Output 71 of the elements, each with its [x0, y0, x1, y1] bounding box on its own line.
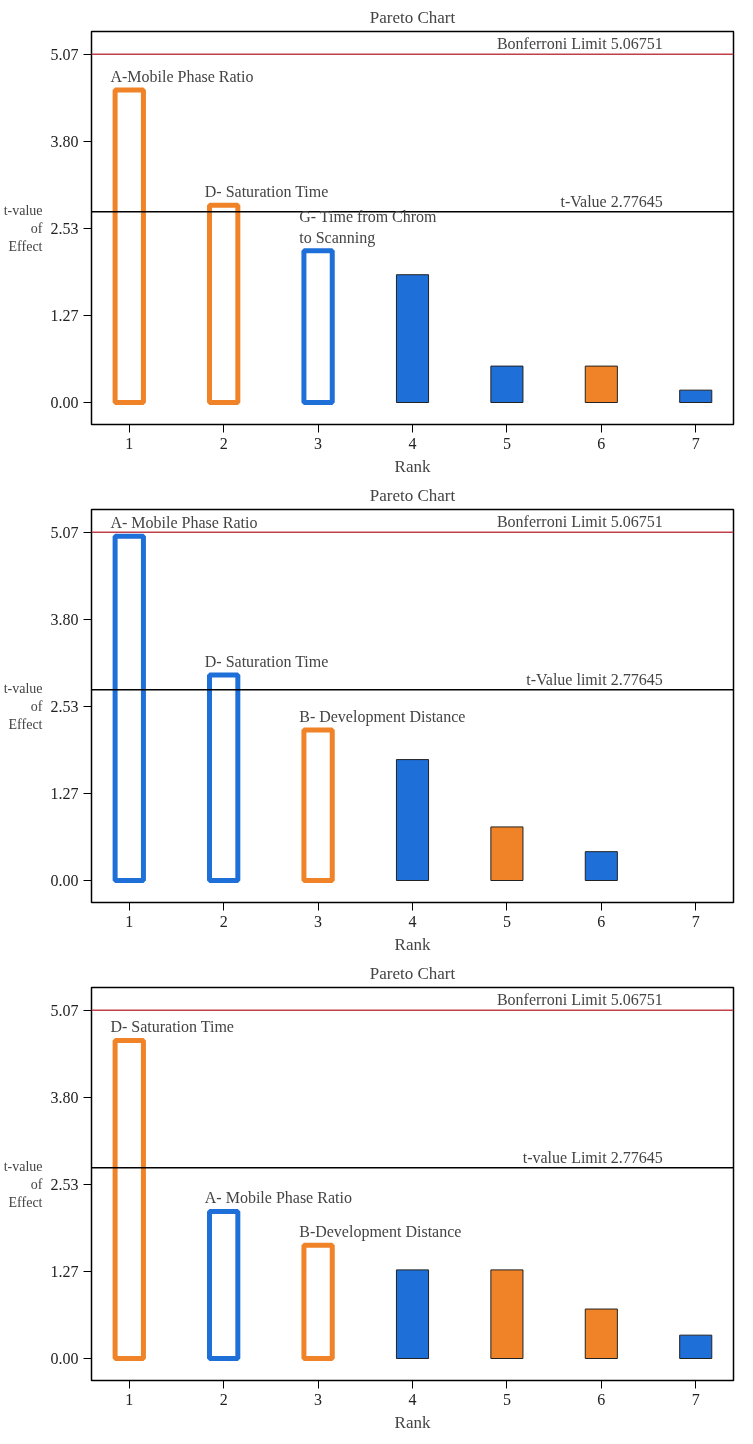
y-tick-label: 2.53 — [50, 1176, 79, 1194]
annotation: B- Development Distance — [299, 708, 466, 727]
x-tick-label: 5 — [502, 912, 511, 930]
y-tick-label: 3.80 — [50, 1088, 79, 1106]
x-tick-label: 2 — [219, 912, 228, 930]
annotation: D- Saturation Time — [204, 183, 329, 201]
x-tick-label: 4 — [408, 912, 417, 930]
bar — [584, 365, 618, 404]
x-tick-label: 1 — [125, 1390, 134, 1408]
bar — [490, 826, 524, 882]
y-tick-label: 3.80 — [50, 132, 79, 150]
y-tick-label: 5.07 — [50, 523, 79, 541]
x-tick-label: 6 — [597, 912, 606, 930]
x-tick-label: 6 — [597, 1390, 606, 1408]
x-tick-label: 4 — [408, 434, 417, 452]
bar — [584, 851, 618, 882]
x-tick-label: 1 — [125, 434, 134, 452]
ref-line-label: t-Value 2.77645 — [560, 192, 663, 210]
ref-line-label: t-value Limit 2.77645 — [522, 1148, 663, 1166]
bar — [395, 759, 430, 882]
x-tick-label: 3 — [314, 1390, 323, 1408]
x-tick-label: 7 — [691, 912, 700, 930]
x-axis-title: Rank — [394, 934, 431, 954]
y-tick-label: 1.27 — [50, 306, 79, 324]
annotation: G- Time from Chrom to Scanning — [299, 208, 438, 247]
ref-line-label: Bonferroni Limit 5.06751 — [496, 35, 663, 53]
x-tick-label: 3 — [314, 434, 323, 452]
y-tick-label: 2.53 — [50, 220, 79, 238]
x-tick-label: 5 — [502, 1390, 511, 1408]
y-tick-label: 3.80 — [50, 610, 79, 628]
y-axis-title: t-value of Effect — [3, 1158, 43, 1210]
annotation: D- Saturation Time — [204, 653, 329, 671]
x-tick-label: 1 — [125, 912, 134, 930]
x-axis-title: Rank — [394, 1412, 431, 1432]
chart-title: Pareto Chart — [369, 485, 456, 505]
chart-title: Pareto Chart — [369, 963, 456, 983]
x-tick-label: 6 — [597, 434, 606, 452]
y-axis-title: t-value of Effect — [3, 202, 43, 254]
bar — [584, 1308, 618, 1360]
y-tick-label: 0.00 — [50, 394, 79, 412]
bar — [490, 1269, 524, 1360]
bar — [395, 1269, 430, 1360]
x-tick-label: 7 — [691, 1390, 700, 1408]
y-tick-label: 0.00 — [50, 872, 79, 890]
bar — [395, 274, 430, 404]
annotation: A- Mobile Phase Ratio — [110, 514, 258, 532]
y-tick-label: 2.53 — [50, 698, 79, 716]
annotation: D- Saturation Time — [110, 1018, 234, 1036]
x-axis-title: Rank — [394, 456, 431, 476]
x-tick-label: 7 — [691, 434, 700, 452]
y-tick-label: 1.27 — [50, 784, 79, 802]
ref-line-label: Bonferroni Limit 5.06751 — [496, 513, 663, 531]
annotation: A-Mobile Phase Ratio — [110, 67, 254, 85]
y-tick-label: 5.07 — [50, 45, 79, 63]
x-tick-label: 3 — [314, 912, 323, 930]
ref-line-label: Bonferroni Limit 5.06751 — [496, 991, 663, 1009]
y-tick-label: 0.00 — [50, 1350, 79, 1368]
bar — [679, 389, 713, 404]
y-tick-label: 1.27 — [50, 1262, 79, 1280]
bar — [490, 365, 524, 404]
x-tick-label: 4 — [408, 1390, 417, 1408]
x-tick-label: 2 — [219, 434, 228, 452]
x-tick-label: 2 — [219, 1390, 228, 1408]
chart-title: Pareto Chart — [369, 7, 456, 27]
y-axis-title: t-value of Effect — [3, 680, 43, 732]
x-tick-label: 5 — [502, 434, 511, 452]
y-tick-label: 5.07 — [50, 1001, 79, 1019]
annotation: B-Development Distance — [299, 1223, 462, 1242]
ref-line-label: t-Value limit 2.77645 — [526, 670, 663, 688]
bar — [679, 1334, 713, 1360]
annotation: A- Mobile Phase Ratio — [204, 1189, 352, 1207]
